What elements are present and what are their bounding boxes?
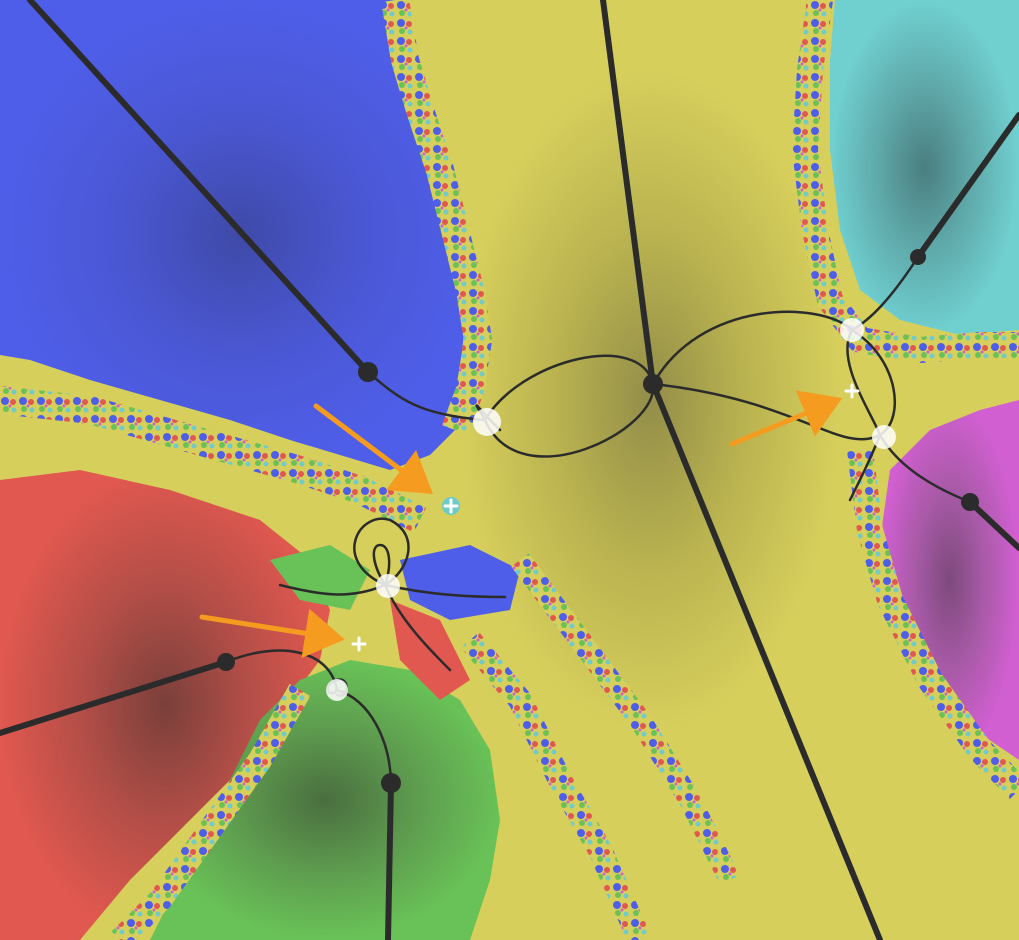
- curve: [372, 543, 391, 587]
- ray: [27, 0, 371, 375]
- blue-basin-lobe: [400, 545, 520, 620]
- white-plus-icon: [442, 497, 460, 515]
- magenta-basin: [880, 400, 1019, 760]
- cyan-basin: [830, 0, 1019, 335]
- red-basin: [0, 470, 330, 940]
- fractal-boundary: [111, 684, 311, 940]
- green-basin: [150, 660, 500, 940]
- curve: [335, 688, 393, 785]
- orange-arrow-icon: [313, 403, 433, 495]
- curve: [353, 517, 410, 587]
- pointer-arrows: [199, 390, 843, 659]
- fractal-boundary: [792, 0, 1019, 363]
- filled-dot-icon: [358, 362, 378, 382]
- ray: [915, 112, 1019, 260]
- filled-dot-icon: [961, 493, 979, 511]
- fractal-boundary: [381, 0, 492, 435]
- trajectories: [224, 255, 972, 785]
- fractal-boundary: [847, 448, 1019, 800]
- critical-halos: [326, 318, 896, 701]
- filled-dot-icon: [381, 773, 401, 793]
- fractal-boundary: [0, 386, 427, 533]
- filled-dot-icon: [217, 653, 235, 671]
- orange-arrow-icon: [199, 608, 345, 659]
- fractal-boundary: [511, 553, 740, 885]
- ray: [600, 0, 656, 387]
- curve: [278, 583, 387, 596]
- white-plus-icon: [351, 636, 367, 652]
- ray: [967, 499, 1019, 551]
- filled-dot-icon: [643, 374, 663, 394]
- curve: [224, 649, 339, 692]
- orange-arrow-icon: [729, 390, 843, 447]
- blue-basin: [0, 0, 478, 470]
- curve: [366, 370, 487, 422]
- critical-points: [351, 383, 860, 652]
- ray: [385, 780, 394, 940]
- ray: [650, 381, 883, 940]
- fractal-boundary: [460, 632, 651, 940]
- ray: [0, 659, 229, 736]
- white-plus-icon: [844, 383, 860, 399]
- filled-dot-icon: [910, 249, 926, 265]
- roots: [217, 249, 979, 793]
